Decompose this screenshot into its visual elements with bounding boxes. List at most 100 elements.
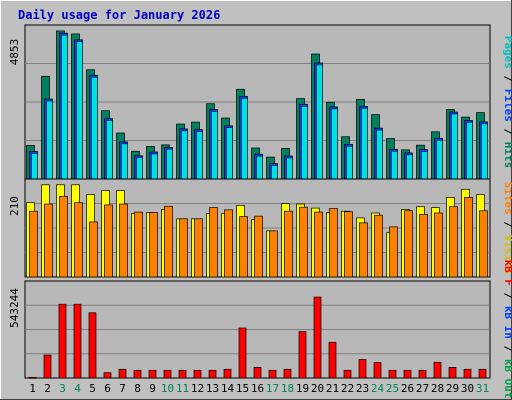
top-legend-label: Pages / Files / Hits (502, 36, 512, 169)
kb-f-bar (253, 367, 262, 379)
sites-bar (164, 205, 173, 278)
x-tick-label: 16 (251, 382, 264, 395)
sites-bar (74, 202, 83, 278)
x-tick-label: 18 (281, 382, 294, 395)
kb-f-bar (178, 369, 187, 379)
x-tick-label: 19 (296, 382, 309, 395)
sites-bar (464, 196, 473, 278)
legend-entry: / (502, 215, 512, 235)
pages-bar (226, 127, 233, 180)
pages-bar (421, 151, 428, 180)
pages-bar (331, 108, 338, 180)
pages-bar (256, 155, 263, 180)
kb-f-bar (163, 369, 172, 379)
sites-bar (479, 210, 488, 278)
pages-bar (166, 149, 173, 180)
x-tick-label: 17 (266, 382, 279, 395)
pages-bar (376, 129, 383, 180)
x-tick-label: 7 (119, 382, 126, 395)
x-tick-label: 14 (221, 382, 235, 395)
x-tick-label: 11 (176, 382, 189, 395)
pages-bar (211, 111, 218, 180)
sites-bar (44, 203, 53, 278)
middle-legend-label: Sites / Visits (502, 182, 512, 275)
sites-bar (119, 203, 128, 278)
kb-f-bar (133, 369, 142, 379)
bottom-panel: 543244 (8, 280, 491, 379)
x-tick-label: 8 (134, 382, 141, 395)
sites-bar (209, 207, 218, 278)
kb-f-bar (313, 296, 322, 379)
kb-f-bar (28, 376, 37, 379)
pages-bar (286, 157, 293, 180)
sites-bar (374, 214, 383, 278)
kb-f-bar (448, 367, 457, 379)
kb-f-bar (463, 368, 472, 379)
kb-f-bar (268, 369, 277, 379)
x-tick-label: 21 (326, 382, 339, 395)
pages-bar (106, 120, 113, 180)
sites-bar (359, 222, 368, 278)
pages-bar (31, 153, 38, 180)
sites-bar (224, 209, 233, 278)
x-tick-label: 5 (89, 382, 96, 395)
x-tick-label: 9 (149, 382, 156, 395)
x-tick-label: 27 (416, 382, 429, 395)
kb-f-bar (148, 369, 157, 379)
x-tick-label: 30 (461, 382, 474, 395)
top-y-max-label: 4853 (8, 39, 21, 66)
sites-bar (299, 206, 308, 278)
kb-f-bar (478, 368, 487, 379)
pages-bar (196, 131, 203, 180)
x-tick-label: 12 (191, 382, 204, 395)
sites-bar (419, 213, 428, 278)
sites-bar (179, 218, 188, 278)
middle-panel: 210 (8, 178, 491, 278)
sites-bar (29, 210, 38, 278)
x-tick-label: 1 (29, 382, 36, 395)
sites-bar (314, 211, 323, 278)
sites-bar (89, 221, 98, 278)
sites-bar (344, 211, 353, 278)
x-tick-label: 25 (386, 382, 399, 395)
pages-bar (436, 140, 443, 180)
legend-entry: Visits (502, 235, 512, 275)
pages-bar (271, 165, 278, 180)
x-tick-label: 4 (74, 382, 81, 395)
sites-bar (284, 210, 293, 278)
pages-bar (316, 64, 323, 180)
sites-bar (404, 210, 413, 278)
x-tick-label: 26 (401, 382, 414, 395)
legend-entry: Sites (502, 182, 512, 215)
legend-entry: / (502, 286, 512, 306)
legend-entry: / (502, 339, 512, 359)
kb-f-bar (298, 331, 307, 379)
x-tick-label: 10 (161, 382, 174, 395)
kb-f-bar (418, 369, 427, 379)
x-tick-label: 20 (311, 382, 324, 395)
kb-f-bar (73, 303, 82, 379)
pages-bar (46, 100, 53, 180)
pages-bar (301, 106, 308, 180)
x-tick-label: 2 (44, 382, 51, 395)
pages-bar (451, 113, 458, 180)
pages-bar (121, 143, 128, 180)
sites-bar (389, 226, 398, 278)
x-tick-label: 28 (431, 382, 444, 395)
kb-f-bar (388, 369, 397, 379)
pages-bar (181, 130, 188, 180)
kb-f-bar (433, 361, 442, 379)
sites-bar (239, 216, 248, 278)
kb-f-bar (343, 369, 352, 379)
kb-f-bar (193, 369, 202, 379)
x-tick-label: 3 (59, 382, 66, 395)
kb-f-bar (238, 327, 247, 379)
kb-f-bar (118, 368, 127, 379)
top-panel: 4853 (8, 24, 491, 180)
pages-bar (136, 157, 143, 180)
bottom-legend-label: kB F / kB In / kB Out (502, 259, 512, 398)
legend-entry: Pages (502, 36, 512, 69)
pages-bar (91, 76, 98, 180)
bottom-y-max-label: 543244 (8, 288, 21, 328)
